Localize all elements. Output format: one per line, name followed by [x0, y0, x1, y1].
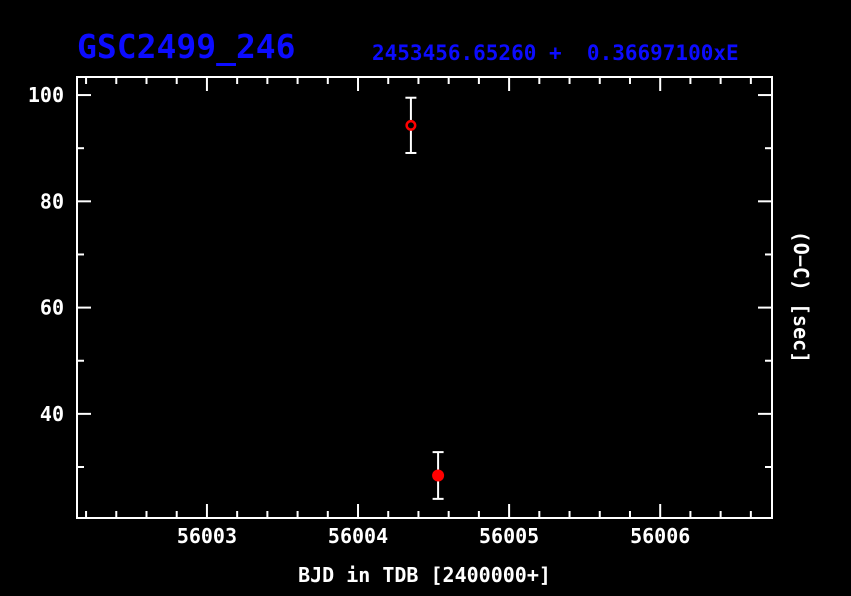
- data-point-filled-circle: [432, 469, 445, 482]
- x-tick-label: 56005: [479, 524, 539, 548]
- y-tick-label: 40: [40, 402, 64, 426]
- page-title: GSC2499_246: [77, 27, 296, 66]
- y-tick-label: 100: [28, 83, 64, 107]
- x-tick-label: 56006: [630, 524, 690, 548]
- x-tick-label: 56003: [177, 524, 237, 548]
- ephemeris-label: 2453456.65260 + 0.36697100xE: [372, 41, 739, 65]
- y-tick-label: 60: [40, 296, 64, 320]
- x-axis-title: BJD in TDB [2400000+]: [298, 563, 551, 587]
- y-tick-label: 80: [40, 189, 64, 213]
- data-point-open-circle: [405, 119, 417, 131]
- y-axis-title: (O−C) [sec]: [789, 231, 813, 363]
- plot-frame: [76, 76, 773, 519]
- x-tick-label: 56004: [328, 524, 388, 548]
